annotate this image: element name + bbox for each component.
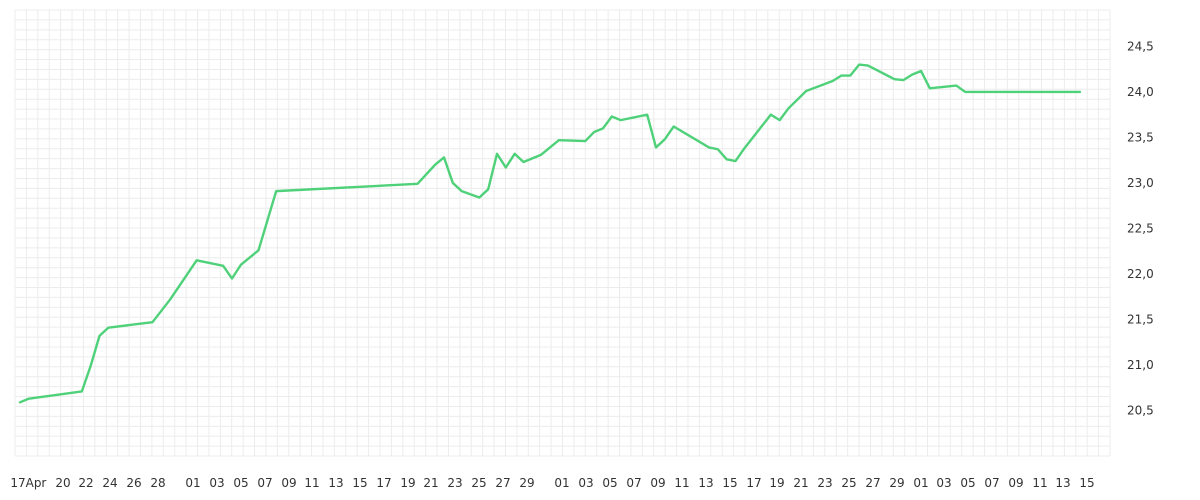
y-tick-label: 20,5 <box>1127 403 1154 417</box>
series-line <box>18 63 1082 404</box>
x-axis-labels: 17 Apr 20 22 24 26 28 01 03 05 07 09 11 13 15 17 19 21 23 2… <box>10 476 1094 490</box>
x-tick-label: 17 <box>10 476 25 490</box>
x-tick-label: 27 <box>495 476 510 490</box>
x-tick-label: 09 <box>281 476 296 490</box>
y-tick-label: 22,5 <box>1127 221 1154 235</box>
y-axis-labels: 20,5 21,0 21,5 22,0 22,5 23,0 23,5 24,0 24,5 <box>1127 39 1154 417</box>
x-tick-label: 09 <box>1008 476 1023 490</box>
x-tick-label: Apr <box>26 476 47 490</box>
x-tick-label: 01 <box>185 476 200 490</box>
x-tick-label: 05 <box>960 476 975 490</box>
x-tick-label: 11 <box>1032 476 1047 490</box>
x-tick-label: 26 <box>126 476 141 490</box>
x-tick-label: 01 <box>913 476 928 490</box>
series-layer <box>18 63 1082 404</box>
x-tick-label: 11 <box>674 476 689 490</box>
x-tick-label: 03 <box>578 476 593 490</box>
x-tick-label: 21 <box>423 476 438 490</box>
x-tick-label: 07 <box>984 476 999 490</box>
x-tick-label: 20 <box>55 476 70 490</box>
x-tick-label: 13 <box>1055 476 1070 490</box>
x-tick-label: 19 <box>400 476 415 490</box>
x-tick-label: 07 <box>626 476 641 490</box>
grid-layer <box>14 9 1111 457</box>
x-tick-label: 13 <box>698 476 713 490</box>
x-tick-label: 29 <box>889 476 904 490</box>
y-tick-label: 21,0 <box>1127 358 1154 372</box>
x-tick-label: 23 <box>447 476 462 490</box>
x-tick-label: 15 <box>722 476 737 490</box>
x-tick-label: 03 <box>936 476 951 490</box>
x-tick-label: 19 <box>769 476 784 490</box>
x-tick-label: 28 <box>150 476 165 490</box>
x-tick-label: 05 <box>602 476 617 490</box>
x-tick-label: 05 <box>233 476 248 490</box>
x-tick-label: 21 <box>793 476 808 490</box>
y-tick-label: 21,5 <box>1127 312 1154 326</box>
x-tick-label: 24 <box>102 476 117 490</box>
x-tick-label: 13 <box>328 476 343 490</box>
x-tick-label: 03 <box>209 476 224 490</box>
x-tick-label: 22 <box>78 476 93 490</box>
x-tick-label: 01 <box>554 476 569 490</box>
x-tick-label: 07 <box>257 476 272 490</box>
x-tick-label: 15 <box>352 476 367 490</box>
y-tick-label: 24,0 <box>1127 85 1154 99</box>
x-tick-label: 09 <box>650 476 665 490</box>
y-tick-label: 23,5 <box>1127 130 1154 144</box>
x-tick-label: 15 <box>1079 476 1094 490</box>
y-tick-label: 23,0 <box>1127 176 1154 190</box>
x-tick-label: 23 <box>817 476 832 490</box>
x-tick-label: 29 <box>519 476 534 490</box>
x-tick-label: 25 <box>471 476 486 490</box>
x-tick-label: 25 <box>841 476 856 490</box>
x-tick-label: 27 <box>865 476 880 490</box>
x-tick-label: 11 <box>304 476 319 490</box>
y-tick-label: 24,5 <box>1127 39 1154 53</box>
x-tick-label: 17 <box>376 476 391 490</box>
y-tick-label: 22,0 <box>1127 267 1154 281</box>
x-tick-label: 17 <box>746 476 761 490</box>
